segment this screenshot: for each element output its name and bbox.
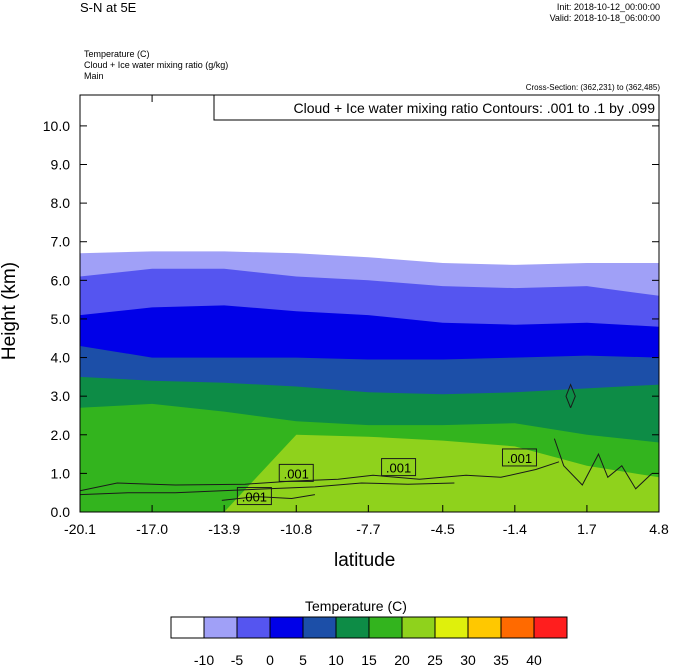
y-axis-label: Height (km) (0, 261, 20, 361)
contour-label-box (501, 448, 537, 467)
page-title: S-N at 5E (80, 0, 137, 15)
x-tick-label: -13.9 (208, 521, 240, 537)
contour-label-box (278, 463, 314, 482)
colorbar-swatch (533, 616, 568, 639)
contour-info-box (213, 94, 660, 121)
colorbar-label: 30 (460, 652, 476, 668)
colorbar-label: 15 (361, 652, 377, 668)
contour-line-3 (221, 494, 315, 501)
colorbar-swatch (368, 616, 403, 639)
contour-label: .001 (507, 451, 532, 466)
contour-info-label: Cloud + Ice water mixing ratio Contours:… (294, 100, 656, 116)
y-tick-label: 5.0 (51, 311, 71, 327)
contour-line-4 (565, 383, 576, 408)
mixing-ratio-contours: .001 .001 .001 .001 (79, 383, 653, 506)
y-tick-label: 7.0 (51, 234, 71, 250)
x-tick-label: -7.7 (356, 521, 380, 537)
y-tick-label: 1.0 (51, 465, 71, 481)
contour-label: .001 (386, 461, 411, 476)
contour-label-box (236, 487, 272, 506)
y-tick-label: 0.0 (51, 504, 71, 520)
init-time: Init: 2018-10-12_00:00:00 (556, 2, 660, 12)
colorbar-label: 5 (299, 652, 307, 668)
contour-label: .001 (242, 490, 267, 505)
y-tick-label: 4.0 (51, 350, 71, 366)
x-tick-label: -1.4 (503, 521, 527, 537)
colorbar-swatch (170, 616, 205, 639)
colorbar-label: 10 (328, 652, 344, 668)
colorbar-swatch (467, 616, 502, 639)
y-tick-label: 10.0 (43, 118, 70, 134)
colorbar-label: -10 (194, 652, 214, 668)
cross-section-label: Cross-Section: (362,231) to (362,485) (525, 83, 660, 92)
colorbar-swatch (401, 616, 436, 639)
colorbar-swatch (500, 616, 535, 639)
colorbar-swatch (302, 616, 337, 639)
y-tick-label: 8.0 (51, 195, 71, 211)
colorbar-label: 35 (493, 652, 509, 668)
y-tick-label: 2.0 (51, 427, 71, 443)
contour-label-box (381, 458, 417, 477)
field-description-temperature: Temperature (C) (84, 49, 150, 59)
colorbar-label: 0 (266, 652, 274, 668)
colorbar-swatch (434, 616, 469, 639)
x-tick-label: 1.7 (577, 521, 597, 537)
colorbar-swatch (269, 616, 304, 639)
x-tick-label: -20.1 (64, 521, 96, 537)
colorbar-label: -5 (231, 652, 244, 668)
contour-line-5 (553, 438, 653, 490)
field-description-main: Main (84, 71, 104, 81)
colorbar-label: 25 (427, 652, 443, 668)
temperature-colorbar: -10 -5 0 5 10 15 20 25 30 35 40 (170, 616, 568, 668)
temperature-band-20 (80, 434, 659, 512)
temperature-fill-layers (80, 95, 659, 512)
chart-axes: 0.0 1.0 2.0 3.0 4.0 5.0 6.0 7.0 8.0 9.0 10.0 -20.1 -… (43, 94, 669, 537)
colorbar-title: Temperature (C) (305, 598, 407, 614)
valid-time: Valid: 2018-10-18_06:00:00 (549, 13, 660, 23)
field-description-mixing-ratio: Cloud + Ice water mixing ratio (g/kg) (84, 60, 229, 70)
contour-label: .001 (284, 466, 309, 481)
x-tick-label: -17.0 (136, 521, 168, 537)
y-tick-label: 3.0 (51, 388, 71, 404)
contour-line-2 (79, 482, 455, 496)
colorbar-swatch (236, 616, 271, 639)
colorbar-label: 40 (526, 652, 542, 668)
contour-line-1 (79, 461, 560, 492)
y-tick-label: 9.0 (51, 157, 71, 173)
colorbar-swatch (203, 616, 238, 639)
x-tick-label: -10.8 (280, 521, 312, 537)
colorbar-label: 20 (394, 652, 410, 668)
x-tick-label: 4.8 (649, 521, 669, 537)
y-tick-label: 6.0 (51, 272, 71, 288)
x-tick-label: -4.5 (431, 521, 455, 537)
x-axis-label: latitude (334, 550, 396, 571)
colorbar-swatch (335, 616, 370, 639)
